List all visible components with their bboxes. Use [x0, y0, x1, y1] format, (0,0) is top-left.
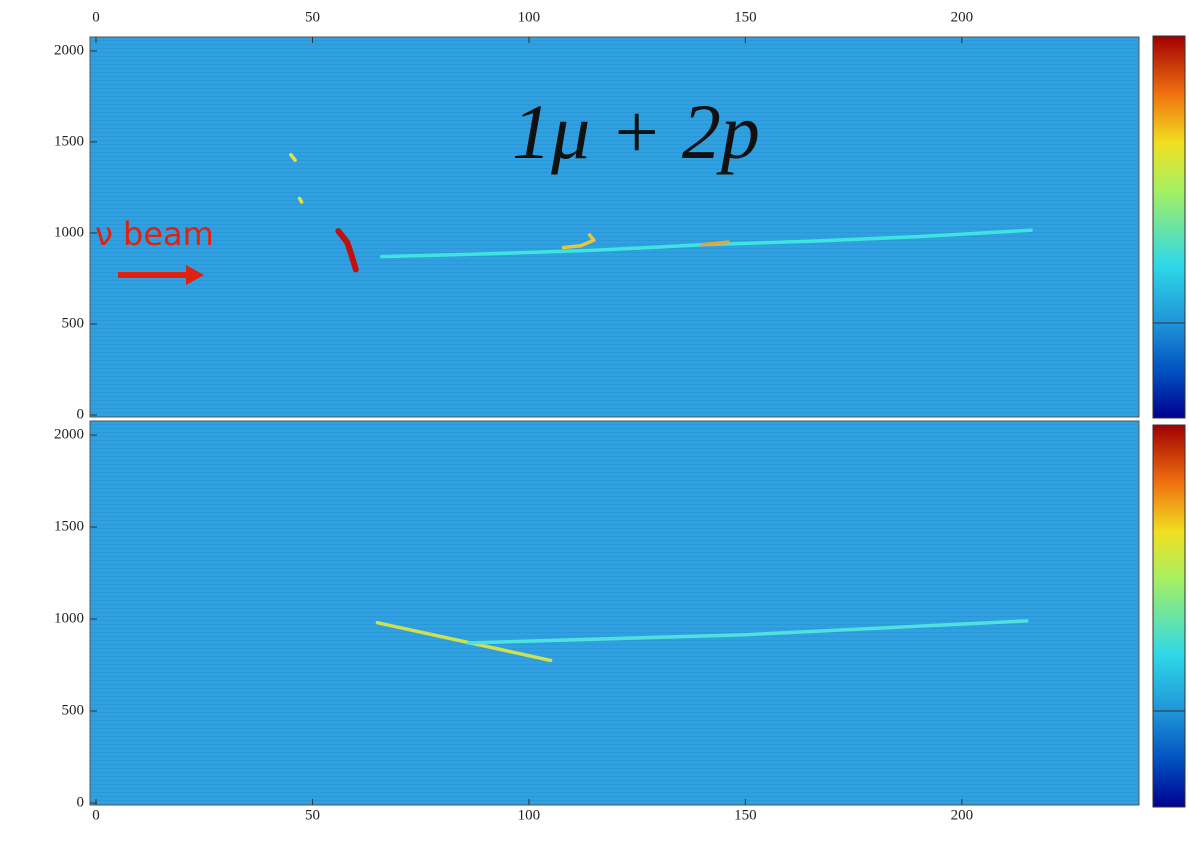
x-tick-label: 50 [305, 9, 320, 25]
x-tick-label: 150 [734, 807, 757, 823]
plot-area [89, 420, 1140, 806]
track [700, 240, 730, 247]
y-tick-label: 2000 [54, 426, 84, 442]
y-tick-label: 0 [77, 406, 85, 422]
y-tick-label: 1000 [54, 610, 84, 626]
y-tick-label: 1500 [54, 133, 84, 149]
x-tick-label: 0 [92, 807, 100, 823]
x-tick-label: 150 [734, 9, 757, 25]
annotation: ν beam [95, 215, 214, 253]
colorbar [1152, 35, 1186, 808]
x-tick-label: 200 [951, 807, 974, 823]
track [297, 196, 304, 204]
x-tick-label: 0 [92, 9, 100, 25]
track [335, 228, 359, 273]
beam-arrowhead [186, 265, 204, 285]
x-tick-label: 200 [951, 9, 974, 25]
track [375, 620, 553, 663]
x-tick-label: 50 [305, 807, 320, 823]
track [466, 619, 1029, 645]
plot-area [89, 36, 1140, 418]
y-tick-label: 0 [77, 794, 85, 810]
y-tick-label: 500 [62, 702, 85, 718]
x-tick-label: 100 [518, 9, 541, 25]
y-tick-label: 500 [62, 315, 85, 331]
y-tick-label: 2000 [54, 42, 84, 58]
y-tick-label: 1000 [54, 224, 84, 240]
x-tick-label: 100 [518, 807, 541, 823]
track [561, 233, 596, 250]
title: 1μ + 2p [512, 88, 760, 175]
y-tick-label: 1500 [54, 518, 84, 534]
track [289, 152, 297, 162]
